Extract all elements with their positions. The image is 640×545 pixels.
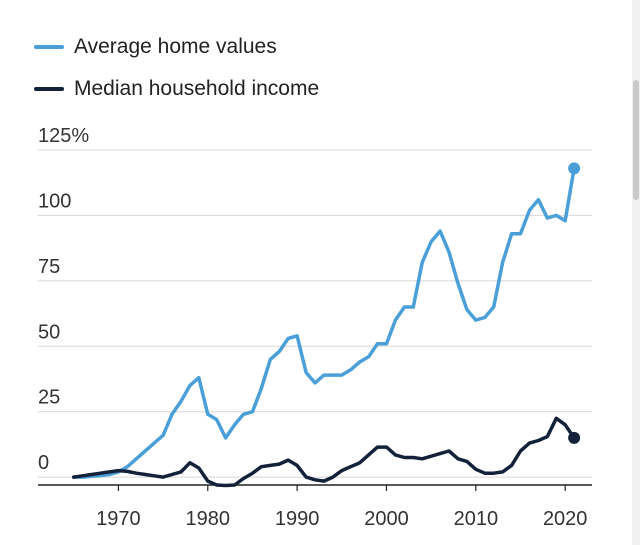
chart-legend: Average home values Median household inc… — [34, 26, 319, 110]
series-line-average-home-values — [71, 166, 576, 479]
series-end-marker-average-home-values — [568, 162, 581, 175]
x-tick-label-1970: 1970 — [96, 508, 141, 530]
legend-item-household-income: Median household income — [34, 68, 319, 110]
y-tick-label-75: 75 — [38, 256, 60, 278]
y-tick-label-125: 125% — [38, 125, 89, 147]
y-tick-label-0: 0 — [38, 452, 49, 474]
legend-swatch-household-income — [34, 87, 64, 91]
legend-label-home-values: Average home values — [74, 35, 277, 58]
legend-swatch-home-values — [34, 45, 64, 49]
x-tick-label-2020: 2020 — [543, 508, 588, 530]
series-line-median-household-income — [71, 416, 576, 488]
y-tick-label-50: 50 — [38, 321, 60, 343]
x-tick-label-2010: 2010 — [454, 508, 499, 530]
x-tick-label-2000: 2000 — [364, 508, 409, 530]
x-tick-label-1990: 1990 — [275, 508, 320, 530]
legend-label-household-income: Median household income — [74, 77, 320, 100]
legend-item-home-values: Average home values — [34, 26, 319, 68]
y-tick-label-100: 100 — [38, 190, 71, 212]
x-tick-label-1980: 1980 — [186, 508, 231, 530]
scrollbar-thumb[interactable] — [633, 80, 639, 200]
series-end-marker-median-household-income — [568, 431, 581, 444]
y-tick-label-25: 25 — [38, 387, 60, 409]
vertical-scrollbar[interactable] — [632, 0, 640, 545]
